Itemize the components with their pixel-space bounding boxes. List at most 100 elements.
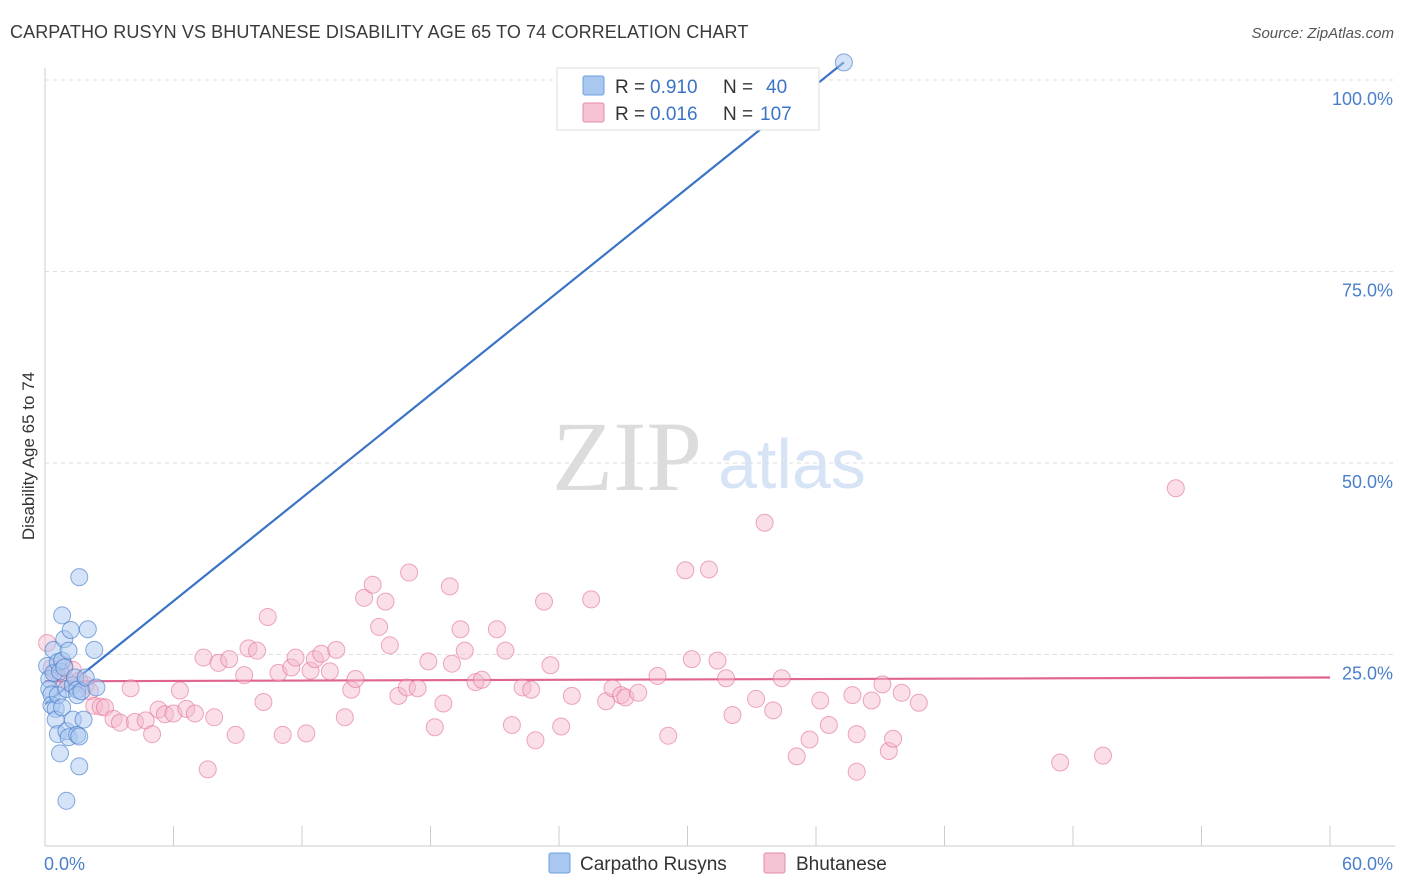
- legend-r-label-2: R =: [615, 104, 645, 125]
- legend-r-label-1: R =: [615, 77, 645, 98]
- bhutanese-point: [297, 724, 316, 743]
- y-tick-label: 50.0%: [1342, 472, 1393, 492]
- bottom-legend-swatch-pink: [763, 852, 786, 874]
- bhutanese-point: [892, 683, 911, 702]
- bhutanese-point: [226, 725, 245, 744]
- bhutanese-point: [811, 691, 830, 710]
- bhutanese-points: [38, 479, 1185, 781]
- bhutanese-point: [110, 713, 129, 732]
- bhutanese-point: [522, 680, 541, 699]
- carpatho-rusyn-point: [53, 606, 72, 625]
- bhutanese-point: [370, 617, 389, 636]
- carpatho-rusyn-point: [57, 791, 76, 810]
- stats-legend: R = 0.910 N = 40 R = 0.016 N = 107: [556, 67, 820, 131]
- bhutanese-point: [440, 577, 459, 596]
- bhutanese-point: [320, 662, 339, 681]
- bhutanese-point: [149, 700, 168, 719]
- bhutanese-point: [764, 701, 783, 720]
- chart-title: CARPATHO RUSYN VS BHUTANESE DISABILITY A…: [10, 22, 749, 42]
- bhutanese-trend-line: [44, 676, 1331, 683]
- source-label: Source: ZipAtlas.com: [1251, 25, 1394, 42]
- legend-n-label-1: N =: [723, 77, 753, 98]
- carpatho-rusyn-point: [78, 620, 97, 639]
- bhutanese-point: [884, 729, 903, 748]
- watermark-zip: ZIP: [552, 401, 702, 512]
- bhutanese-point: [847, 725, 866, 744]
- bhutanese-point: [342, 680, 361, 699]
- bhutanese-point: [301, 661, 320, 680]
- carpatho-rusyn-points: [38, 53, 853, 810]
- x-tick-label: 60.0%: [1342, 854, 1393, 874]
- bhutanese-point: [708, 651, 727, 670]
- bhutanese-point: [121, 679, 140, 698]
- bhutanese-point: [1166, 479, 1185, 498]
- bhutanese-point: [419, 652, 438, 671]
- bhutanese-point: [254, 692, 273, 711]
- bhutanese-point: [552, 717, 571, 736]
- bhutanese-point: [747, 689, 766, 708]
- legend-n-value-2: 107: [760, 104, 792, 125]
- bhutanese-point: [535, 592, 554, 611]
- legend-swatch-pink: [582, 102, 605, 123]
- bhutanese-point: [1051, 753, 1070, 772]
- bhutanese-point: [451, 620, 470, 639]
- bhutanese-point: [755, 513, 774, 532]
- axes: 25.0% 50.0% 75.0% 100.0% 0.0% 60.0%: [44, 68, 1395, 874]
- carpatho-rusyn-point: [59, 641, 78, 660]
- bhutanese-point: [205, 708, 224, 727]
- bhutanese-point: [346, 670, 365, 689]
- x-tick-label: 0.0%: [44, 854, 85, 874]
- bhutanese-point: [209, 653, 228, 672]
- legend-r-value-1: 0.910: [650, 77, 698, 98]
- bottom-legend-swatch-blue: [548, 852, 571, 874]
- bhutanese-point: [434, 694, 453, 713]
- bhutanese-point: [327, 640, 346, 659]
- bhutanese-point: [582, 590, 601, 609]
- legend-swatch-blue: [582, 75, 605, 96]
- bhutanese-point: [380, 636, 399, 655]
- bhutanese-point: [273, 725, 292, 744]
- bhutanese-point: [220, 650, 239, 669]
- bhutanese-point: [819, 715, 838, 734]
- bhutanese-point: [170, 681, 189, 700]
- carpatho-rusyn-point: [70, 757, 89, 776]
- carpatho-rusyn-point: [70, 568, 89, 587]
- bhutanese-point: [235, 666, 254, 685]
- bhutanese-point: [177, 699, 196, 718]
- y-axis-title: Disability Age 65 to 74: [19, 372, 38, 540]
- bhutanese-point: [659, 726, 678, 745]
- bhutanese-point: [541, 656, 560, 675]
- bhutanese-point: [723, 706, 742, 725]
- bhutanese-point: [472, 670, 491, 689]
- bhutanese-point: [185, 704, 204, 723]
- carpatho-rusyn-point: [87, 678, 106, 697]
- carpatho-rusyn-point: [834, 53, 853, 72]
- bhutanese-point: [772, 669, 791, 688]
- bhutanese-point: [843, 686, 862, 705]
- bhutanese-point: [562, 686, 581, 705]
- bhutanese-point: [355, 588, 374, 607]
- bhutanese-point: [1093, 746, 1112, 765]
- bhutanese-point: [455, 641, 474, 660]
- bhutanese-point: [502, 715, 521, 734]
- bhutanese-point: [198, 760, 217, 779]
- y-tick-label: 25.0%: [1342, 664, 1393, 684]
- bhutanese-point: [312, 644, 331, 663]
- legend-n-label-2: N =: [723, 104, 753, 125]
- carpatho-rusyn-point: [53, 698, 72, 717]
- bhutanese-point: [909, 693, 928, 712]
- bhutanese-point: [676, 561, 695, 580]
- bhutanese-point: [682, 650, 701, 669]
- carpatho-rusyn-point: [74, 710, 93, 729]
- bhutanese-point: [400, 563, 419, 582]
- legend-r-value-2: 0.016: [650, 104, 698, 125]
- bhutanese-point: [787, 747, 806, 766]
- bhutanese-point: [194, 648, 213, 667]
- bhutanese-point: [873, 675, 892, 694]
- series-legend: Carpatho Rusyns Bhutanese: [548, 852, 887, 875]
- bhutanese-point: [335, 708, 354, 727]
- bhutanese-point: [526, 731, 545, 750]
- bhutanese-point: [699, 560, 718, 579]
- legend-n-value-1: 40: [766, 77, 787, 98]
- bhutanese-point: [862, 691, 881, 710]
